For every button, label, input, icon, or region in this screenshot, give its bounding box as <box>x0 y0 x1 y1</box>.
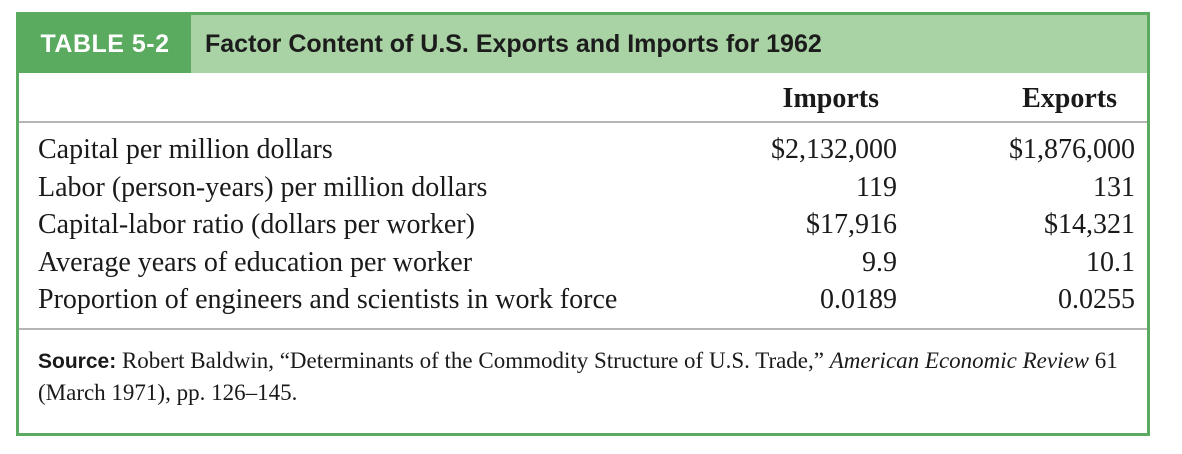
source-note: Source: Robert Baldwin, “Determinants of… <box>38 345 1138 408</box>
source-details: 61 (March 1971), pp. 126–145. <box>38 348 1118 405</box>
table-body: Capital per million dollars $2,132,000 $… <box>19 131 1147 319</box>
table-row: Proportion of engineers and scientists i… <box>19 281 1147 319</box>
imports-value: $17,916 <box>806 209 897 240</box>
table-number: TABLE 5-2 <box>19 15 191 73</box>
source-journal: American Economic Review <box>829 348 1090 373</box>
exports-value: 0.0255 <box>1058 284 1135 315</box>
source-divider <box>19 328 1147 330</box>
table-row: Capital per million dollars $2,132,000 $… <box>19 131 1147 169</box>
table-title: Factor Content of U.S. Exports and Impor… <box>205 30 822 58</box>
exports-value: 10.1 <box>1086 246 1135 278</box>
table-row: Capital-labor ratio (dollars per worker)… <box>19 206 1147 244</box>
exports-value: 131 <box>1093 171 1135 203</box>
table-row: Labor (person-years) per million dollars… <box>19 169 1147 207</box>
row-label: Proportion of engineers and scientists i… <box>38 284 618 315</box>
row-label: Labor (person-years) per million dollars <box>38 171 488 203</box>
column-header-imports: Imports <box>782 83 879 114</box>
exports-value: $1,876,000 <box>1009 134 1135 165</box>
imports-value: 0.0189 <box>820 284 897 315</box>
source-label: Source: <box>38 350 117 373</box>
table-frame: TABLE 5-2 Factor Content of U.S. Exports… <box>16 12 1150 436</box>
imports-value: 9.9 <box>862 246 897 278</box>
table-row: Average years of education per worker 9.… <box>19 244 1147 282</box>
imports-value: 119 <box>856 171 897 203</box>
row-label: Capital per million dollars <box>38 134 333 165</box>
imports-value: $2,132,000 <box>771 134 897 165</box>
row-label: Average years of education per worker <box>38 246 473 278</box>
exports-value: $14,321 <box>1044 209 1135 240</box>
column-header-exports: Exports <box>1022 83 1117 114</box>
source-citation: Robert Baldwin, “Determinants of the Com… <box>121 348 824 373</box>
row-label: Capital-labor ratio (dollars per worker) <box>38 209 475 240</box>
table-header: TABLE 5-2 Factor Content of U.S. Exports… <box>19 15 1147 73</box>
header-divider <box>19 121 1147 123</box>
